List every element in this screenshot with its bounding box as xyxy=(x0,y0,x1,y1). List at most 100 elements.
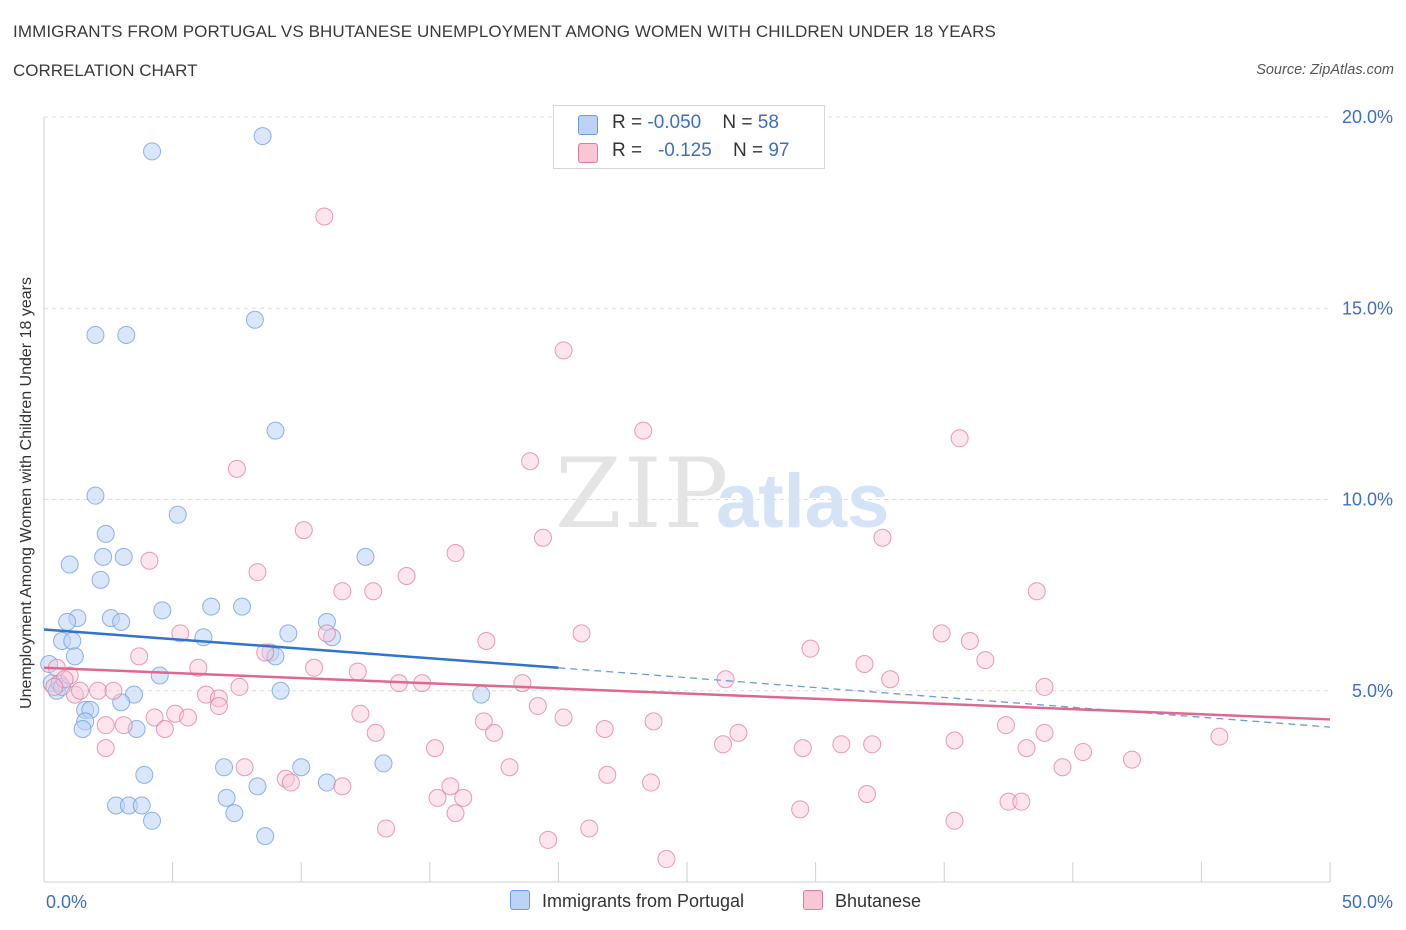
point-portugal xyxy=(266,421,285,440)
point-bhutanese xyxy=(1035,677,1054,696)
point-bhutanese xyxy=(832,735,851,754)
point-bhutanese xyxy=(500,758,519,777)
point-bhutanese xyxy=(235,758,254,777)
point-portugal xyxy=(472,685,491,704)
point-portugal xyxy=(58,612,77,631)
source-credit: Source: ZipAtlas.com xyxy=(1256,62,1394,78)
point-bhutanese xyxy=(996,716,1015,735)
point-portugal xyxy=(135,765,154,784)
point-bhutanese xyxy=(333,777,352,796)
point-bhutanese xyxy=(950,429,969,448)
legend-n-value-bhutanese: 97 xyxy=(768,140,790,161)
x-tick-label-max: 50.0% xyxy=(1342,892,1393,912)
y-tick-label: 15.0% xyxy=(1342,298,1393,318)
point-bhutanese xyxy=(554,708,573,727)
point-bhutanese xyxy=(1053,758,1072,777)
point-bhutanese xyxy=(477,632,496,651)
point-portugal xyxy=(253,127,272,146)
point-bhutanese xyxy=(858,785,877,804)
point-portugal xyxy=(245,310,264,329)
point-bhutanese xyxy=(189,658,208,677)
point-bhutanese xyxy=(446,544,465,563)
trendline-portugal-extension xyxy=(558,667,1331,728)
point-bhutanese xyxy=(1035,723,1054,742)
point-bhutanese xyxy=(1122,750,1141,769)
point-portugal xyxy=(317,773,336,792)
trendline-portugal xyxy=(43,628,559,670)
watermark-atlas: atlas xyxy=(716,459,889,544)
point-bhutanese xyxy=(855,654,874,673)
point-bhutanese xyxy=(348,662,367,681)
watermark-zip: ZIP xyxy=(555,438,730,550)
point-portugal xyxy=(143,142,162,161)
point-portugal xyxy=(233,597,252,616)
point-bhutanese xyxy=(714,735,733,754)
point-bhutanese xyxy=(945,731,964,750)
point-bhutanese xyxy=(539,830,558,849)
point-portugal xyxy=(63,632,82,651)
point-bhutanese xyxy=(793,739,812,758)
point-bhutanese xyxy=(89,681,108,700)
point-bhutanese xyxy=(397,567,416,585)
point-bhutanese xyxy=(1027,582,1046,601)
point-bhutanese xyxy=(377,819,396,838)
legend-text-portugal: R = -0.050 N = 58 xyxy=(612,112,779,133)
point-portugal xyxy=(153,601,172,620)
point-bhutanese xyxy=(644,712,663,731)
point-bhutanese xyxy=(1017,739,1036,758)
x-tick-label-min: 0.0% xyxy=(46,892,87,912)
point-portugal xyxy=(65,647,84,666)
point-bhutanese xyxy=(485,723,504,742)
point-bhutanese xyxy=(227,459,246,478)
point-bhutanese xyxy=(256,643,275,662)
point-portugal xyxy=(215,758,234,777)
point-portugal xyxy=(168,505,187,524)
legend-r-value-portugal: -0.050 xyxy=(647,112,702,133)
point-portugal xyxy=(150,666,169,685)
point-bhutanese xyxy=(155,720,174,738)
point-portugal xyxy=(202,597,221,616)
point-bhutanese xyxy=(71,681,90,700)
point-bhutanese xyxy=(580,819,599,838)
point-bhutanese xyxy=(446,804,465,823)
point-bhutanese xyxy=(791,800,810,819)
point-bhutanese xyxy=(317,624,336,643)
point-portugal xyxy=(194,628,213,647)
point-bhutanese xyxy=(945,811,964,830)
point-portugal xyxy=(94,547,113,566)
point-portugal xyxy=(292,758,311,777)
point-bhutanese xyxy=(454,788,473,807)
point-bhutanese xyxy=(999,792,1018,811)
point-bhutanese xyxy=(96,739,115,758)
point-bhutanese xyxy=(145,708,164,727)
bottom-legend-label-portugal: Immigrants from Portugal xyxy=(542,891,745,911)
point-bhutanese xyxy=(130,647,149,666)
point-bhutanese xyxy=(45,677,64,696)
point-portugal xyxy=(374,754,393,773)
point-portugal xyxy=(356,547,375,566)
point-bhutanese xyxy=(425,739,444,758)
point-portugal xyxy=(256,827,275,846)
point-bhutanese xyxy=(873,528,892,547)
point-portugal xyxy=(217,788,236,807)
point-bhutanese xyxy=(533,528,552,547)
point-bhutanese xyxy=(595,720,614,738)
point-bhutanese xyxy=(513,674,532,693)
point-bhutanese xyxy=(179,708,198,727)
point-bhutanese xyxy=(230,677,249,696)
y-tick-label: 20.0% xyxy=(1342,107,1393,127)
point-bhutanese xyxy=(171,624,190,643)
point-bhutanese xyxy=(1210,727,1229,746)
bottom-legend-swatch-portugal xyxy=(510,890,530,910)
point-bhutanese xyxy=(572,624,591,643)
point-bhutanese xyxy=(641,773,660,792)
trendline-bhutanese xyxy=(43,666,1331,721)
point-portugal xyxy=(86,326,105,345)
y-tick-label: 5.0% xyxy=(1352,681,1393,701)
point-bhutanese xyxy=(294,521,313,540)
point-portugal xyxy=(96,524,115,543)
point-bhutanese xyxy=(315,207,334,226)
point-bhutanese xyxy=(441,777,460,796)
legend-text-bhutanese: R = -0.125 N = 97 xyxy=(612,140,790,161)
point-bhutanese xyxy=(209,697,228,716)
